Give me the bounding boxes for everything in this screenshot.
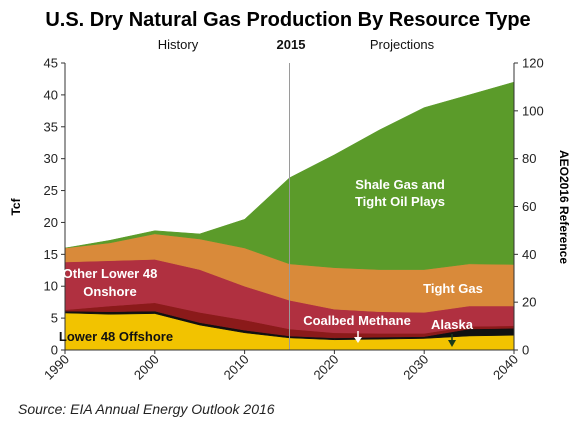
- y2-tick-label: 20: [522, 295, 536, 310]
- label-tight-gas: Tight Gas: [423, 281, 483, 296]
- y-tick-label: 45: [44, 56, 58, 71]
- x-tick-label: 2000: [131, 352, 162, 383]
- label-offshore: Lower 48 Offshore: [59, 329, 173, 344]
- y2-tick-label: 60: [522, 199, 536, 214]
- y-tick-label: 40: [44, 87, 58, 102]
- y-tick-label: 30: [44, 151, 58, 166]
- x-tick-label: 2020: [310, 352, 341, 383]
- y2-axis-ticks: 0 20 40 60 80 100 120: [514, 56, 544, 358]
- section-history: History: [158, 37, 199, 52]
- y2-tick-label: 0: [522, 343, 529, 358]
- y2-tick-label: 40: [522, 247, 536, 262]
- coalbed-arrow: [354, 331, 362, 343]
- alaska-arrow: [448, 334, 456, 347]
- label-shale-2: Tight Oil Plays: [355, 194, 445, 209]
- series-labels: Shale Gas and Tight Oil Plays Tight Gas …: [59, 177, 483, 344]
- y-tick-label: 20: [44, 215, 58, 230]
- y-tick-label: 25: [44, 183, 58, 198]
- label-other-onshore-2: Onshore: [83, 284, 136, 299]
- label-coalbed-methane: Coalbed Methane: [303, 313, 411, 328]
- chart-title: U.S. Dry Natural Gas Production By Resou…: [45, 9, 530, 31]
- y-tick-label: 35: [44, 119, 58, 134]
- label-shale-1: Shale Gas and: [355, 177, 445, 192]
- x-axis-ticks: 1990 2000 2010 2020 2030 2040: [41, 350, 521, 383]
- y-tick-label: 10: [44, 279, 58, 294]
- y-tick-label: 0: [51, 343, 58, 358]
- source-note: Source: EIA Annual Energy Outlook 2016: [18, 401, 275, 417]
- x-tick-label: 2010: [221, 352, 252, 383]
- x-tick-label: 2040: [490, 352, 521, 383]
- section-year: 2015: [277, 37, 306, 52]
- y2-tick-label: 80: [522, 151, 536, 166]
- y2-axis-label: AEO2016 Reference: [557, 150, 571, 264]
- label-other-onshore-1: Other Lower 48: [63, 266, 158, 281]
- y-axis-label: Tcf: [9, 197, 23, 215]
- y2-tick-label: 120: [522, 56, 544, 71]
- y-tick-label: 5: [51, 311, 58, 326]
- label-alaska: Alaska: [431, 317, 474, 332]
- y-axis-ticks: 0 5 10 15 20 25 30 35 40 45: [44, 56, 65, 358]
- y2-tick-label: 100: [522, 103, 544, 118]
- x-tick-label: 2030: [400, 352, 431, 383]
- y-tick-label: 15: [44, 247, 58, 262]
- section-projections: Projections: [370, 37, 435, 52]
